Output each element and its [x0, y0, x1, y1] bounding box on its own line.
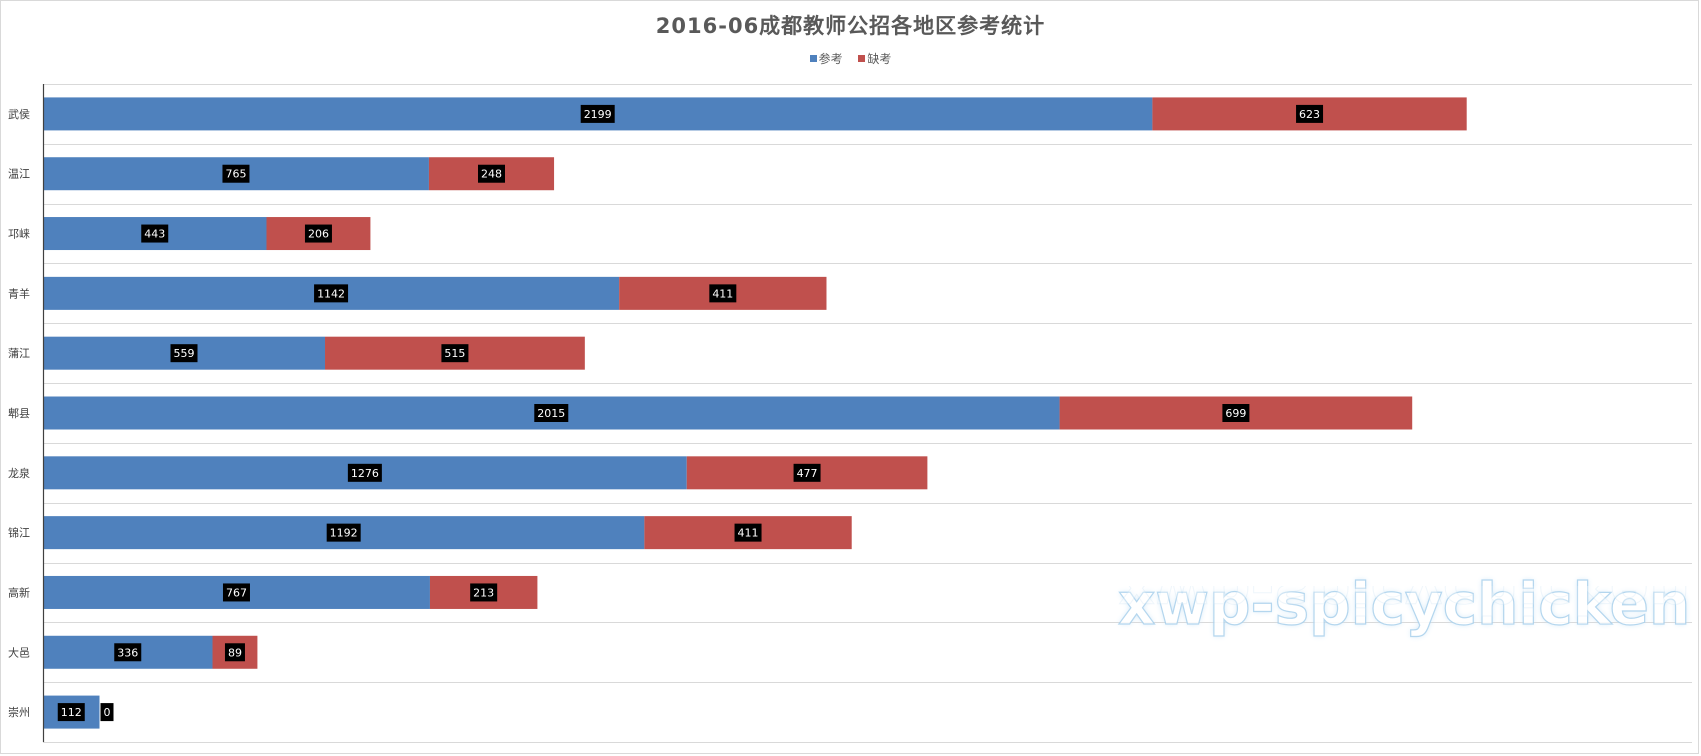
y-tick-label: 大邑	[8, 645, 30, 659]
data-label-box	[793, 463, 821, 482]
data-label: 411	[712, 287, 733, 300]
data-label: 411	[738, 527, 759, 540]
y-tick-label: 锦江	[8, 526, 30, 540]
y-tick-label: 蒲江	[8, 346, 30, 360]
data-label-box	[141, 224, 169, 243]
data-label: 515	[444, 347, 465, 360]
data-label: 1192	[330, 527, 358, 540]
data-label-box	[734, 523, 762, 542]
data-label: 765	[225, 168, 246, 181]
data-label: 112	[61, 706, 82, 719]
data-label-box	[580, 104, 615, 123]
watermark-reflection: xwp-spicychicken	[1118, 586, 1691, 626]
data-label: 477	[797, 467, 818, 480]
data-label-box	[326, 523, 361, 542]
legend-item-absent: 缺考	[858, 50, 891, 67]
legend-swatch-attended	[809, 55, 817, 62]
data-label-box	[304, 224, 332, 243]
data-label: 213	[473, 586, 494, 599]
data-label: 443	[144, 228, 165, 241]
data-label: 2199	[584, 108, 612, 121]
data-label: 559	[174, 347, 195, 360]
data-label-box	[114, 643, 142, 662]
data-label-box	[470, 583, 498, 602]
data-label: 2015	[537, 407, 565, 420]
data-label: 89	[228, 646, 242, 659]
data-label-box	[478, 164, 506, 183]
data-label: 1142	[317, 287, 345, 300]
data-label-box	[534, 404, 569, 422]
data-label-box	[314, 284, 349, 303]
y-tick-label: 高新	[8, 585, 30, 599]
data-label: 767	[226, 586, 247, 599]
y-tick-label: 龙泉	[8, 466, 30, 480]
data-label-box	[224, 643, 245, 662]
watermark: xwp-spicychicken	[1117, 569, 1691, 638]
data-label-box	[347, 463, 382, 482]
data-label: 248	[481, 168, 502, 181]
data-label: 623	[1299, 108, 1320, 121]
data-label-box	[1222, 404, 1250, 422]
y-tick-label: 武侯	[8, 107, 30, 121]
legend-item-attended: 参考	[809, 50, 843, 67]
y-tick-label: 崇州	[8, 706, 30, 719]
data-label: 1276	[351, 467, 379, 480]
y-tick-label: 郫县	[8, 406, 30, 420]
data-label-box	[1296, 104, 1324, 123]
y-tick-label: 青羊	[8, 286, 30, 300]
data-label-box	[170, 344, 198, 363]
data-label-box	[222, 164, 250, 183]
chart-legend: 参考 缺考	[0, 50, 1701, 67]
legend-swatch-absent	[858, 55, 866, 62]
data-label-box	[222, 583, 250, 602]
data-label-box	[57, 703, 85, 722]
legend-label-attended: 参考	[818, 52, 843, 66]
data-label-box	[441, 344, 469, 363]
data-label-box	[100, 703, 114, 722]
y-tick-label: 邛崃	[8, 228, 30, 241]
data-label: 206	[308, 228, 329, 241]
legend-label-absent: 缺考	[867, 52, 892, 66]
y-tick-label: 温江	[8, 168, 30, 181]
data-label-box	[709, 284, 737, 303]
data-label: 0	[104, 706, 111, 719]
data-label: 699	[1225, 407, 1246, 420]
data-label: 336	[117, 646, 138, 659]
chart-title: 2016-06成都教师公招各地区参考统计	[655, 14, 1046, 38]
